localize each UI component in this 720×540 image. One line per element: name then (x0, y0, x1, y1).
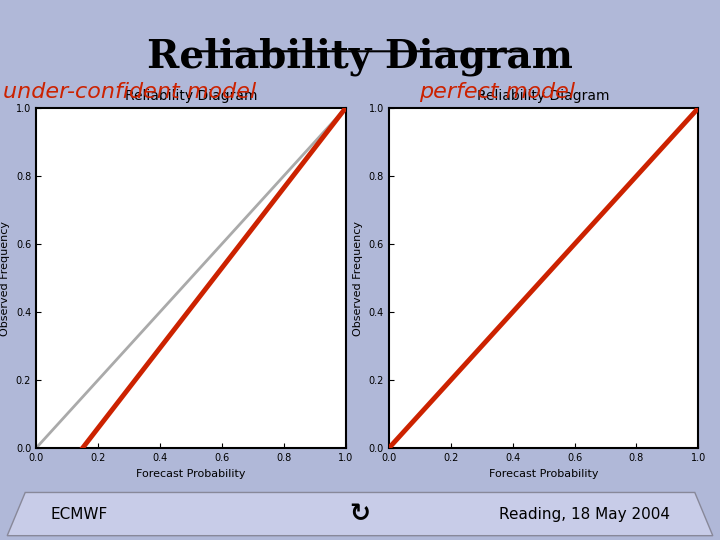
Y-axis label: Observed Frequency: Observed Frequency (0, 221, 10, 335)
Text: Reliability Diagram: Reliability Diagram (147, 38, 573, 76)
X-axis label: Forecast Probability: Forecast Probability (136, 469, 246, 478)
Polygon shape (7, 492, 713, 536)
Title: Reliability Diagram: Reliability Diagram (125, 89, 257, 103)
Text: ECMWF: ECMWF (50, 507, 108, 522)
Text: ↻: ↻ (349, 502, 371, 526)
X-axis label: Forecast Probability: Forecast Probability (489, 469, 598, 478)
Text: perfect model: perfect model (419, 82, 575, 102)
Text: Reading, 18 May 2004: Reading, 18 May 2004 (498, 507, 670, 522)
Title: Reliability Diagram: Reliability Diagram (477, 89, 610, 103)
Text: under-confident model: under-confident model (3, 82, 256, 102)
Y-axis label: Observed Frequency: Observed Frequency (353, 221, 363, 335)
